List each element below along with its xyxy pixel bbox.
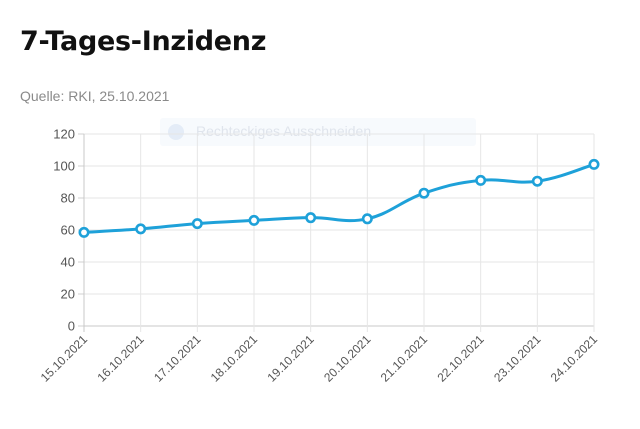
x-tick-label: 20.10.2021 (321, 332, 374, 385)
snip-icon (168, 124, 184, 140)
y-tick-label: 100 (53, 159, 75, 174)
snipping-tooltip: Rechteckiges Ausschneiden (160, 118, 476, 146)
snipping-tooltip-label: Rechteckiges Ausschneiden (196, 123, 372, 139)
x-tick-label: 15.10.2021 (38, 332, 91, 385)
data-point[interactable] (531, 175, 543, 187)
data-point[interactable] (588, 158, 600, 170)
x-tick-label: 19.10.2021 (264, 332, 317, 385)
x-tick-label: 24.10.2021 (548, 332, 601, 385)
y-tick-label: 40 (61, 255, 75, 270)
x-tick-label: 16.10.2021 (94, 332, 147, 385)
data-point[interactable] (135, 223, 147, 235)
data-points (78, 158, 600, 238)
data-point[interactable] (78, 226, 90, 238)
x-tick-label: 23.10.2021 (491, 332, 544, 385)
x-axis-ticks: 15.10.2021 16.10.2021 17.10.2021 18.10.2021… (38, 332, 601, 385)
x-tick-label: 22.10.2021 (434, 332, 487, 385)
data-point[interactable] (475, 174, 487, 186)
y-axis-ticks: 0 20 40 60 80 100 120 (53, 127, 75, 334)
chart-source: Quelle: RKI, 25.10.2021 (20, 88, 170, 104)
chart-title: 7-Tages-Inzidenz (20, 26, 267, 57)
y-tick-label: 0 (68, 319, 75, 334)
y-tick-label: 80 (61, 191, 75, 206)
grid-lines (78, 133, 595, 332)
data-point[interactable] (248, 214, 260, 226)
data-point[interactable] (418, 187, 430, 199)
data-point[interactable] (305, 212, 317, 224)
x-tick-label: 17.10.2021 (151, 332, 204, 385)
x-tick-label: 21.10.2021 (378, 332, 431, 385)
y-tick-label: 20 (61, 287, 75, 302)
series-line-group (82, 162, 596, 234)
data-point[interactable] (361, 213, 373, 225)
y-tick-label: 60 (61, 223, 75, 238)
data-point[interactable] (191, 218, 203, 230)
x-tick-label: 18.10.2021 (208, 332, 261, 385)
series-line (82, 162, 596, 234)
y-tick-label: 120 (53, 127, 75, 142)
